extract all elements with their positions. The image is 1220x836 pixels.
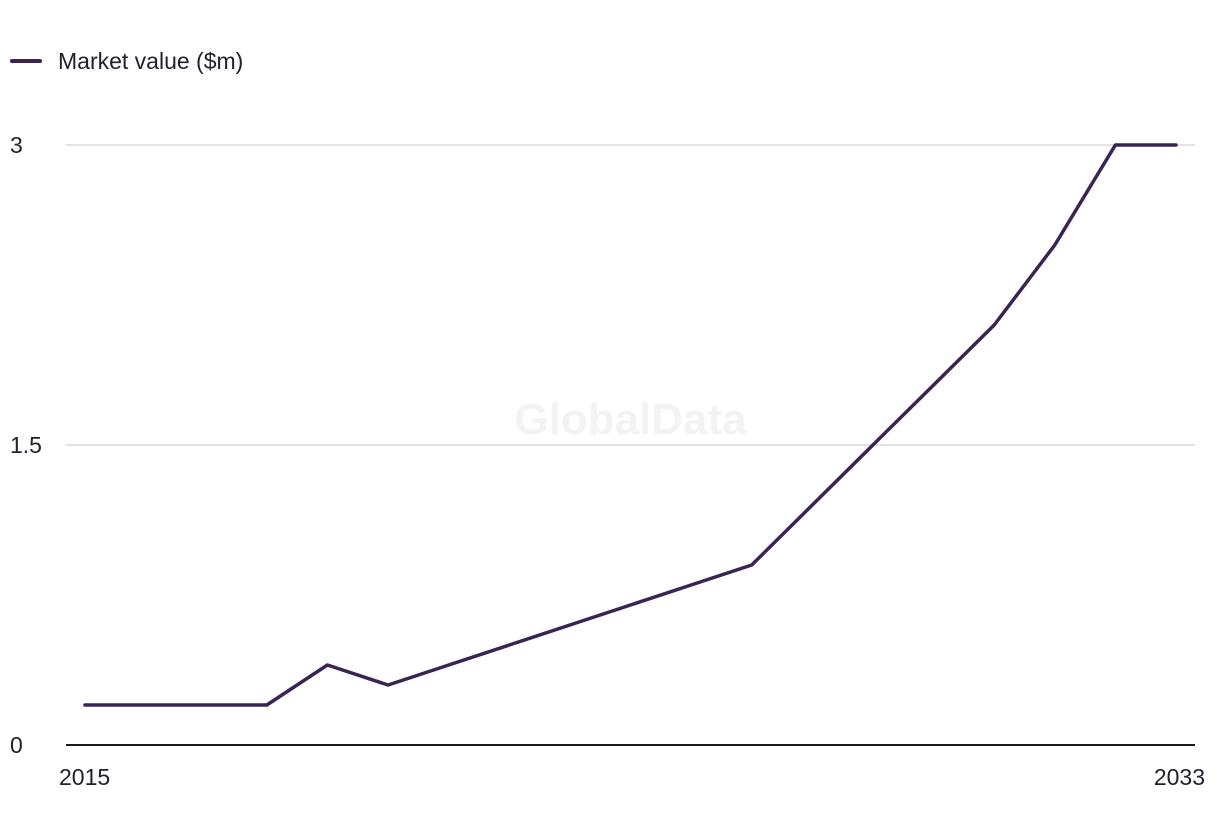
watermark-text: GlobalData bbox=[514, 395, 747, 444]
x-tick-label-1: 2033 bbox=[1154, 764, 1205, 790]
y-tick-label-2: 3 bbox=[10, 132, 23, 158]
legend-label: Market value ($m) bbox=[58, 47, 244, 74]
chart-legend: Market value ($m) bbox=[10, 46, 243, 76]
y-tick-label-1: 1.5 bbox=[10, 432, 42, 458]
y-tick-label-0: 0 bbox=[10, 732, 23, 758]
x-tick-label-0: 2015 bbox=[59, 764, 110, 790]
series-line-0 bbox=[83, 143, 1178, 707]
legend-swatch bbox=[10, 59, 42, 63]
